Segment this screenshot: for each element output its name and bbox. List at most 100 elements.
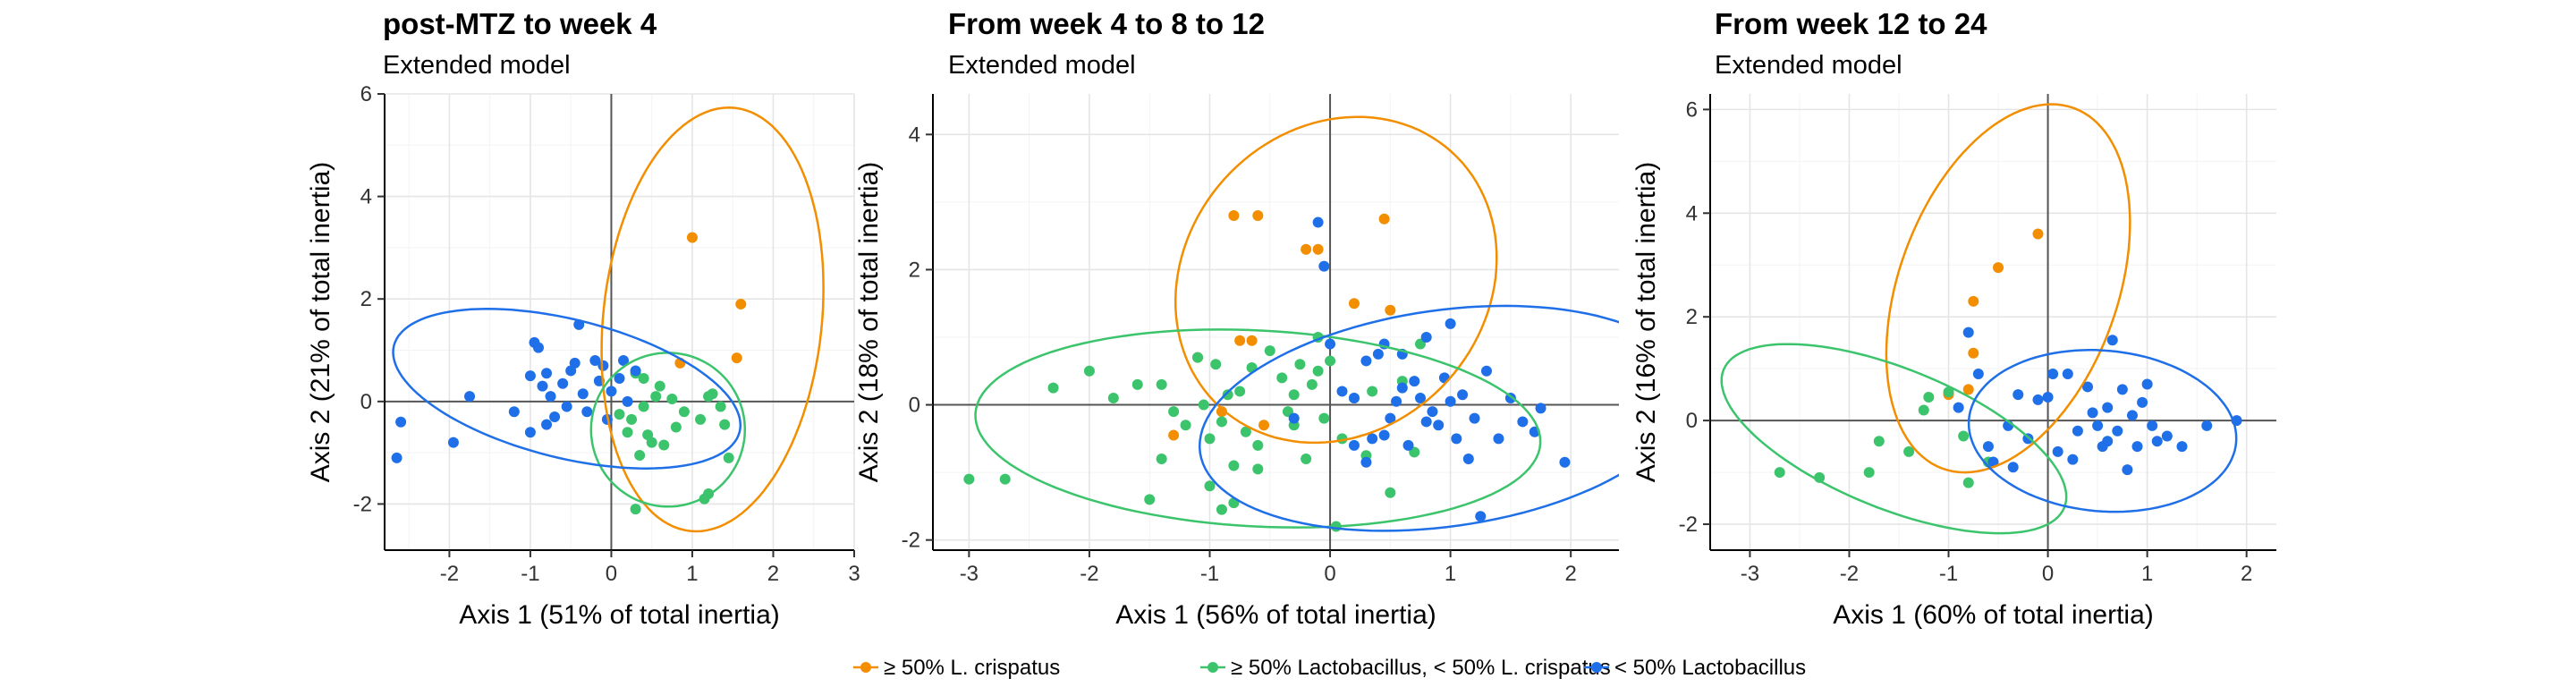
- data-point-lowlacto: [1367, 433, 1378, 445]
- data-point-lacto: [670, 421, 682, 433]
- data-point-lowlacto: [1420, 416, 1432, 428]
- y-tick-label: -2: [902, 529, 920, 553]
- data-point-lowlacto: [1336, 386, 1348, 397]
- data-point-lacto: [999, 473, 1011, 485]
- data-point-lowlacto: [2151, 436, 2163, 447]
- x-tick-label: -1: [521, 562, 539, 586]
- data-point-lacto: [1168, 406, 1180, 418]
- y-axis-label: Axis 2 (16% of total inertia): [1631, 162, 1661, 483]
- legend: ≥ 50% L. crispatus ≥ 50% Lactobacillus, <…: [853, 656, 1806, 680]
- data-point-lowlacto: [395, 416, 407, 428]
- data-point-lowlacto: [1372, 348, 1384, 360]
- data-point-lowlacto: [1987, 456, 1999, 468]
- data-point-lowlacto: [2137, 396, 2148, 408]
- data-point-lowlacto: [1414, 393, 1426, 403]
- data-point-lowlacto: [524, 370, 536, 382]
- data-point-lacto: [1873, 436, 1885, 447]
- data-point-lowlacto: [577, 388, 589, 400]
- data-point-lowlacto: [541, 419, 553, 430]
- y-tick-label: 4: [1686, 201, 1698, 225]
- data-point-lowlacto: [541, 368, 553, 379]
- data-point-lowlacto: [1445, 318, 1456, 329]
- data-point-lowlacto: [1451, 433, 1462, 445]
- data-point-lacto: [1923, 392, 1935, 403]
- data-point-lowlacto: [2131, 441, 2143, 453]
- chart-title: From week 12 to 24: [1715, 7, 1987, 40]
- y-tick-label: 2: [1686, 305, 1698, 329]
- data-point-lacto: [638, 373, 649, 385]
- legend-dot: [860, 662, 871, 673]
- data-point-lacto: [1918, 404, 1929, 416]
- data-point-lowlacto: [622, 395, 633, 407]
- data-point-lacto: [1312, 365, 1324, 377]
- confidence-ellipse-crispatus: [600, 106, 825, 533]
- y-tick-label: 0: [360, 390, 372, 414]
- data-point-lacto: [634, 449, 646, 461]
- data-point-lacto: [658, 439, 670, 451]
- data-point-lacto: [1204, 480, 1216, 492]
- data-point-lacto: [1180, 420, 1191, 431]
- data-point-lowlacto: [1348, 439, 1360, 451]
- data-point-lowlacto: [1420, 332, 1432, 343]
- data-point-lacto: [666, 393, 678, 404]
- data-point-lowlacto: [545, 391, 556, 403]
- data-point-crispatus: [1246, 335, 1258, 346]
- y-tick-label: 4: [360, 185, 372, 209]
- data-point-lowlacto: [2141, 378, 2153, 390]
- data-point-lacto: [1367, 386, 1378, 397]
- legend-label: < 50% Lactobacillus: [1614, 656, 1806, 680]
- data-point-lowlacto: [2122, 464, 2133, 476]
- confidence-ellipse-crispatus: [1885, 103, 2131, 474]
- data-point-lacto: [1903, 445, 1915, 457]
- data-point-lacto: [1228, 460, 1240, 471]
- y-tick-label: 2: [909, 258, 920, 282]
- data-point-crispatus: [1993, 262, 2004, 274]
- data-point-lowlacto: [561, 401, 572, 412]
- data-point-lowlacto: [2072, 425, 2083, 437]
- data-point-crispatus: [1228, 210, 1240, 221]
- data-point-lacto: [1774, 467, 1785, 479]
- data-point-lacto: [1156, 378, 1167, 390]
- gridlines: [933, 94, 1619, 550]
- data-point-lowlacto: [2116, 384, 2128, 395]
- data-point-lowlacto: [1385, 412, 1396, 424]
- confidence-ellipse-lacto: [1720, 343, 2068, 535]
- data-point-lacto: [1325, 355, 1336, 367]
- data-point-lowlacto: [1433, 420, 1445, 431]
- data-point-lowlacto: [537, 380, 548, 392]
- confidence-ellipse-lacto: [974, 328, 1542, 529]
- data-point-lowlacto: [1462, 454, 1474, 464]
- data-point-lowlacto: [2147, 420, 2158, 431]
- x-tick-label: -1: [1939, 562, 1958, 586]
- chart-subtitle: Extended model: [948, 51, 1136, 80]
- data-point-lowlacto: [2102, 402, 2114, 413]
- data-point-lowlacto: [1953, 402, 1964, 413]
- data-point-lowlacto: [2102, 436, 2114, 447]
- x-tick-label: 2: [1564, 562, 1576, 586]
- x-tick-label: -3: [1741, 562, 1759, 586]
- data-point-crispatus: [1168, 429, 1180, 441]
- data-point-lowlacto: [1402, 439, 1414, 451]
- data-point-lowlacto: [597, 360, 609, 371]
- x-tick-label: 0: [2042, 562, 2054, 586]
- data-point-lowlacto: [1982, 441, 1994, 453]
- ellipses: [1720, 103, 2238, 535]
- data-point-lowlacto: [549, 411, 561, 423]
- data-point-lowlacto: [1378, 429, 1390, 441]
- data-point-lowlacto: [1288, 412, 1300, 424]
- data-point-crispatus: [731, 352, 742, 364]
- data-point-lacto: [1047, 382, 1059, 394]
- y-tick-label: 4: [909, 123, 920, 147]
- x-tick-label: -3: [960, 562, 979, 586]
- data-point-lacto: [1144, 494, 1156, 505]
- points: [963, 210, 1571, 532]
- x-axis-label: Axis 1 (51% of total inertia): [459, 600, 780, 630]
- x-tick-label: 2: [2241, 562, 2252, 586]
- data-point-lowlacto: [2112, 425, 2123, 437]
- data-point-lowlacto: [1312, 216, 1324, 228]
- data-point-lacto: [1252, 439, 1264, 451]
- data-point-lowlacto: [1409, 376, 1420, 387]
- data-point-lacto: [719, 419, 731, 430]
- x-tick-label: 1: [1445, 562, 1456, 586]
- data-point-lowlacto: [630, 365, 641, 377]
